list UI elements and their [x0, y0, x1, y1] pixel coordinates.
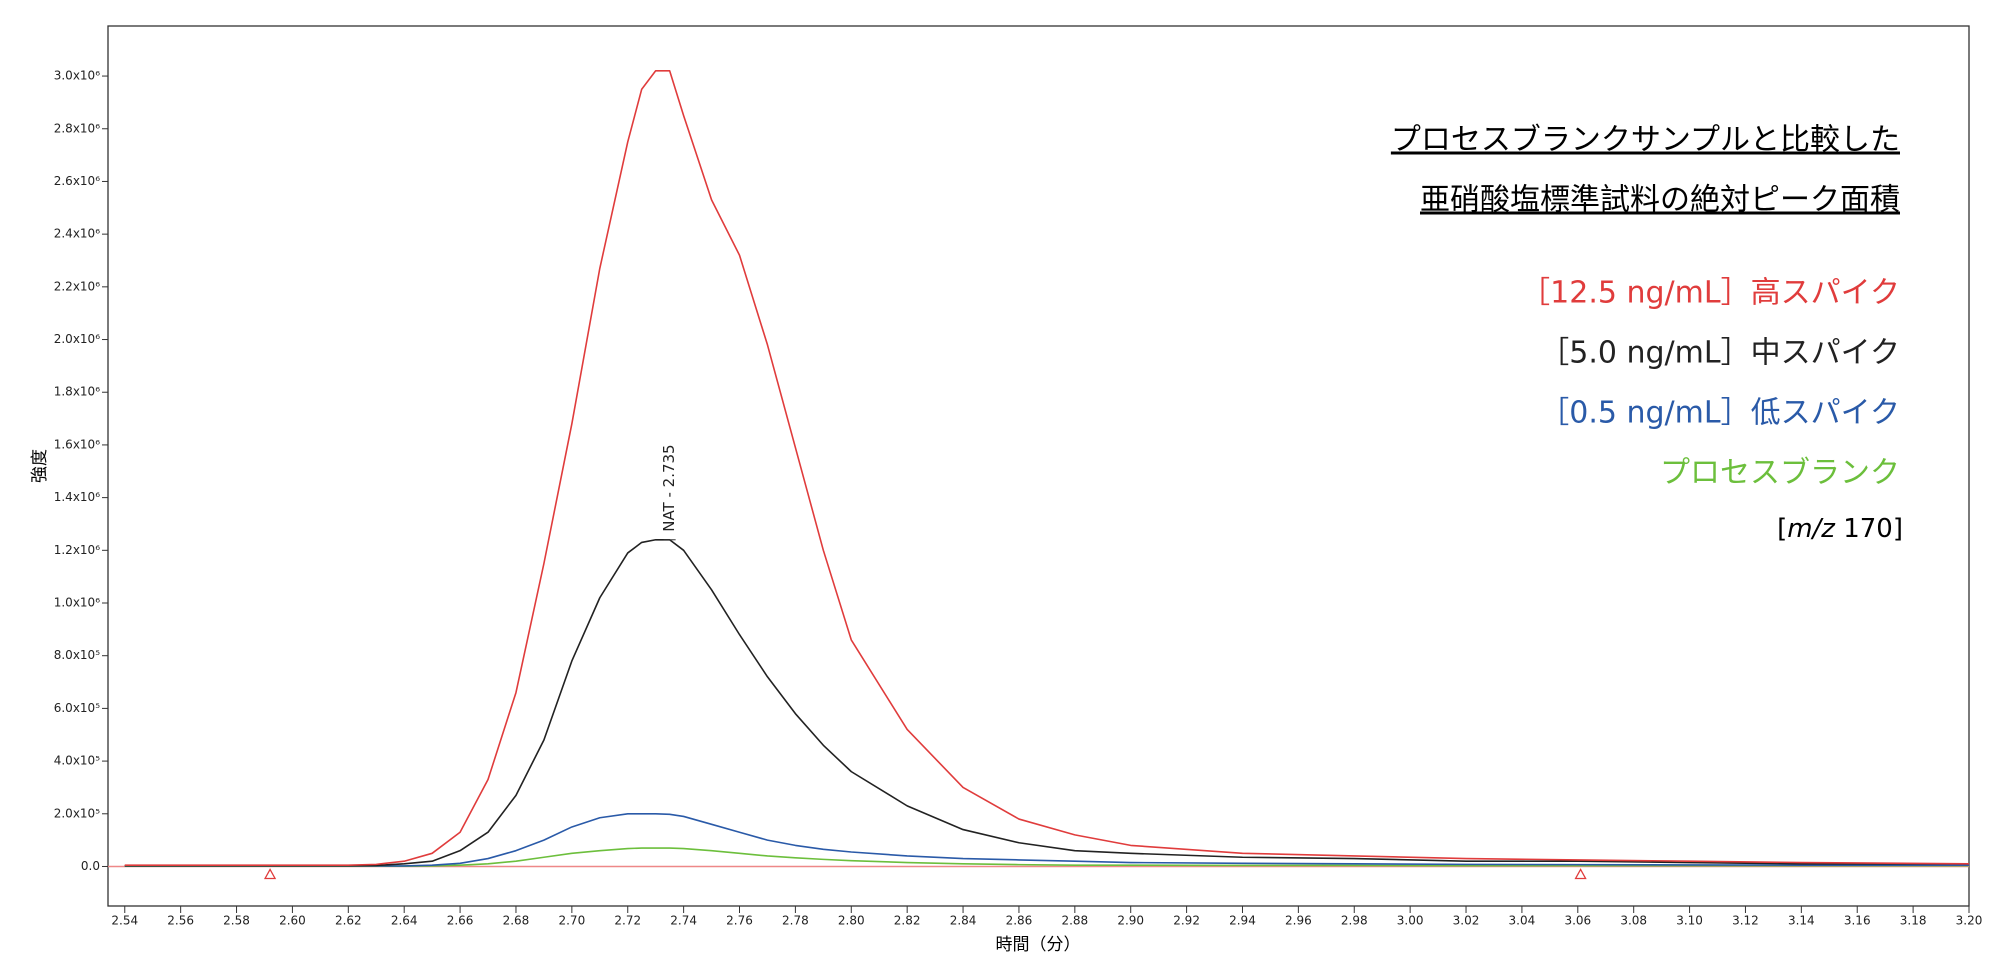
y-tick-label: 3.0x10⁶	[54, 69, 100, 83]
x-tick-label: 2.56	[167, 914, 194, 928]
legend-entry: ［0.5 ng/mL］低スパイク	[1539, 396, 1900, 431]
x-tick-label: 2.82	[894, 914, 921, 928]
y-tick-label: 2.0x10⁵	[54, 806, 100, 820]
x-tick-label: 3.04	[1509, 914, 1536, 928]
y-axis-label: 強度	[30, 449, 50, 483]
x-tick-label: 2.74	[670, 914, 697, 928]
y-tick-label: 1.6x10⁶	[54, 437, 100, 451]
x-tick-label: 2.60	[279, 914, 306, 928]
x-tick-label: 2.62	[335, 914, 362, 928]
y-tick-label: 2.8x10⁶	[54, 121, 100, 135]
baseline-marker	[263, 868, 277, 880]
legend-entry: ［12.5 ng/mL］高スパイク	[1520, 276, 1900, 311]
x-tick-label: 2.80	[838, 914, 865, 928]
x-tick-label: 3.20	[1956, 914, 1983, 928]
x-tick-label: 2.54	[111, 914, 138, 928]
x-tick-label: 2.66	[447, 914, 474, 928]
title-line: 亜硝酸塩標準試料の絶対ピーク面積	[1420, 183, 1900, 218]
series-line	[124, 69, 1970, 866]
x-tick-label: 2.84	[950, 914, 977, 928]
x-tick-label: 3.08	[1620, 914, 1647, 928]
x-tick-label: 2.90	[1117, 914, 1144, 928]
x-tick-label: 3.00	[1397, 914, 1424, 928]
x-axis-label: 時間（分）	[996, 935, 1081, 955]
plot-frame	[107, 25, 1970, 907]
x-tick-label: 2.88	[1061, 914, 1088, 928]
mz-label: [m/z 170]	[1777, 514, 1903, 544]
mz-prefix: [	[1777, 514, 1787, 544]
series-line	[124, 812, 1969, 867]
legend-entry: ［5.0 ng/mL］中スパイク	[1539, 336, 1900, 371]
mz-italic: m/z	[1787, 514, 1836, 544]
x-tick-label: 2.96	[1285, 914, 1312, 928]
x-tick-label: 3.06	[1564, 914, 1591, 928]
y-tick-label: 2.6x10⁶	[54, 174, 100, 188]
y-tick-label: 8.0x10⁵	[54, 648, 100, 662]
x-tick-label: 3.12	[1732, 914, 1759, 928]
x-tick-label: 2.64	[391, 914, 418, 928]
y-tick-label: 2.4x10⁶	[54, 227, 100, 241]
x-tick-label: 2.70	[558, 914, 585, 928]
x-tick-label: 3.02	[1453, 914, 1480, 928]
y-tick-label: 1.8x10⁶	[54, 385, 100, 399]
x-tick-label: 2.86	[1006, 914, 1033, 928]
x-tick-label: 2.76	[726, 914, 753, 928]
y-tick-label: 2.2x10⁶	[54, 279, 100, 293]
y-tick-label: 1.4x10⁶	[54, 490, 100, 504]
x-tick-label: 2.98	[1341, 914, 1368, 928]
x-tick-label: 3.14	[1788, 914, 1815, 928]
series-line	[124, 847, 1969, 868]
x-tick-label: 2.94	[1229, 914, 1256, 928]
legend-entry: プロセスブランク	[1660, 456, 1900, 491]
peak-annotation: NAT - 2.735	[660, 444, 678, 531]
x-tick-label: 3.18	[1900, 914, 1927, 928]
x-tick-label: 3.16	[1844, 914, 1871, 928]
series-line	[124, 538, 1969, 867]
x-tick-label: 2.68	[503, 914, 530, 928]
baseline-marker	[1574, 868, 1587, 880]
mz-suffix: 170]	[1835, 514, 1903, 544]
x-tick-label: 2.92	[1173, 914, 1200, 928]
x-tick-label: 2.58	[223, 914, 250, 928]
y-tick-label: 1.2x10⁶	[54, 543, 100, 557]
y-tick-label: 1.0x10⁶	[54, 596, 100, 610]
x-tick-label: 2.78	[782, 914, 809, 928]
y-tick-label: 4.0x10⁵	[54, 754, 100, 768]
x-tick-label: 2.72	[614, 914, 641, 928]
y-tick-label: 2.0x10⁶	[54, 332, 100, 346]
x-tick-label: 3.10	[1676, 914, 1703, 928]
y-tick-label: 6.0x10⁵	[54, 701, 100, 715]
y-tick-label: 0.0	[81, 859, 100, 873]
title-line: プロセスブランクサンプルと比較した	[1391, 123, 1900, 158]
